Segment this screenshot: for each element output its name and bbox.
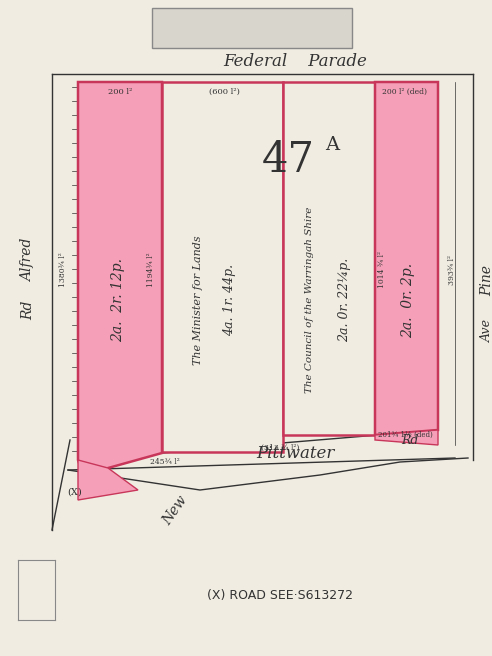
FancyBboxPatch shape	[152, 8, 352, 48]
Text: 1380¾ l²: 1380¾ l²	[59, 253, 67, 287]
Text: 245¾ l²: 245¾ l²	[150, 458, 180, 466]
Text: 393¾ l²: 393¾ l²	[448, 255, 456, 285]
Polygon shape	[283, 82, 375, 435]
Text: 2a.  2r. 12p.: 2a. 2r. 12p.	[111, 258, 125, 342]
Text: 1194¾ l²: 1194¾ l²	[147, 253, 155, 287]
Text: New: New	[160, 493, 190, 527]
Polygon shape	[375, 82, 438, 435]
Text: (X) ROAD SEE·S613272: (X) ROAD SEE·S613272	[207, 588, 353, 602]
Text: 1014 ¾ l²: 1014 ¾ l²	[378, 251, 386, 289]
Text: Federal    Parade: Federal Parade	[223, 54, 367, 70]
Text: (313 ¾ l²): (313 ¾ l²)	[261, 444, 299, 452]
Text: (X): (X)	[67, 487, 82, 497]
Text: Rd: Rd	[401, 434, 419, 447]
Polygon shape	[162, 82, 283, 452]
Text: Rd: Rd	[21, 300, 35, 319]
Text: 200 l²: 200 l²	[108, 88, 132, 96]
Text: Ave: Ave	[481, 319, 492, 342]
Polygon shape	[78, 82, 162, 475]
Polygon shape	[375, 430, 438, 445]
Text: 4a. 1r. 44p.: 4a. 1r. 44p.	[223, 264, 237, 336]
Text: Pine: Pine	[480, 264, 492, 295]
Polygon shape	[78, 460, 138, 500]
Text: 2a.  0r. 2p.: 2a. 0r. 2p.	[401, 262, 415, 338]
Text: The Council of the Warringah Shire: The Council of the Warringah Shire	[306, 207, 314, 393]
Text: 47: 47	[262, 139, 315, 181]
Text: The Minister for Lands: The Minister for Lands	[193, 236, 203, 365]
Text: 2a. 0r. 22¼p.: 2a. 0r. 22¼p.	[338, 258, 351, 342]
Text: Alfred: Alfred	[21, 238, 35, 281]
Text: Pittwater: Pittwater	[256, 445, 334, 462]
Text: 201¾ 1½ (ded): 201¾ 1½ (ded)	[378, 431, 432, 439]
Text: (600 l²): (600 l²)	[209, 88, 240, 96]
Text: A: A	[325, 136, 339, 154]
Text: 200 l² (ded): 200 l² (ded)	[382, 88, 428, 96]
